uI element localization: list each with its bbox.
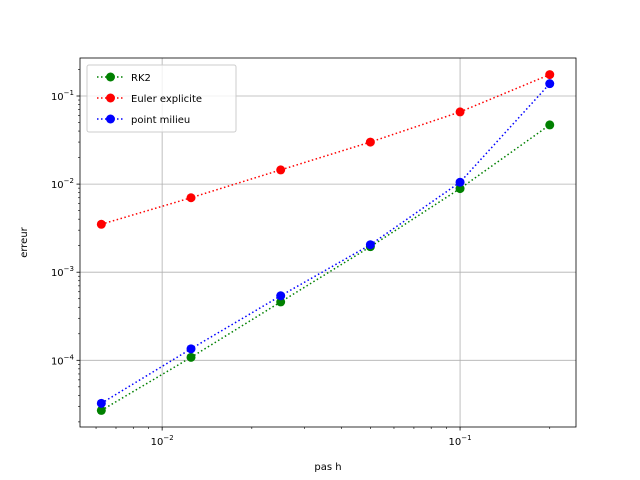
data-point	[186, 344, 196, 354]
data-point	[545, 79, 555, 89]
y-axis-label: erreur	[19, 226, 30, 257]
data-point	[365, 240, 375, 250]
y-tick-label: 10−4	[51, 353, 75, 367]
data-point	[96, 219, 106, 229]
series-euler-explicite	[96, 70, 555, 229]
data-point	[96, 405, 106, 415]
data-point	[545, 120, 555, 130]
series-layer	[96, 70, 555, 415]
y-tick-label: 10−3	[51, 265, 74, 279]
x-axis-label: pas h	[314, 462, 341, 473]
series-line	[101, 73, 551, 225]
data-point	[455, 107, 465, 117]
major-tick-layer	[76, 95, 461, 431]
data-point	[186, 352, 196, 362]
x-tick-label: 10−2	[151, 434, 174, 448]
data-point	[455, 177, 465, 187]
plot-frame	[79, 57, 577, 428]
data-point	[276, 291, 286, 301]
legend-label: point milieu	[131, 115, 190, 126]
legend-entry-euler-explicite: Euler explicite	[97, 93, 202, 105]
legend-frame	[86, 64, 237, 133]
legend-label: RK2	[131, 73, 151, 84]
legend-entry-rk2: RK2	[97, 72, 151, 84]
y-tick-label: 10−1	[51, 89, 74, 103]
series-point-milieu	[96, 79, 555, 408]
x-tick-label: 10−1	[449, 434, 472, 448]
series-rk2	[96, 120, 555, 415]
legend-marker	[106, 114, 115, 124]
tick-label-layer: 10−2 10−1 10−4 10−3 10−2 10−1	[51, 89, 472, 448]
series-line	[100, 124, 551, 412]
legend-label: Euler explicite	[131, 94, 202, 105]
series-line	[100, 83, 551, 404]
legend-marker	[106, 93, 115, 103]
legend: RK2 Euler explicite point milieu	[86, 64, 237, 133]
data-point	[455, 184, 465, 194]
legend-entry-point-milieu: point milieu	[97, 114, 190, 126]
legend-entries: RK2 Euler explicite point milieu	[97, 72, 202, 126]
data-point	[96, 398, 106, 408]
data-point	[545, 70, 555, 80]
data-point	[186, 193, 196, 203]
data-point	[276, 165, 286, 175]
data-point	[365, 137, 375, 147]
legend-marker	[106, 72, 115, 82]
y-tick-label: 10−2	[51, 177, 74, 191]
